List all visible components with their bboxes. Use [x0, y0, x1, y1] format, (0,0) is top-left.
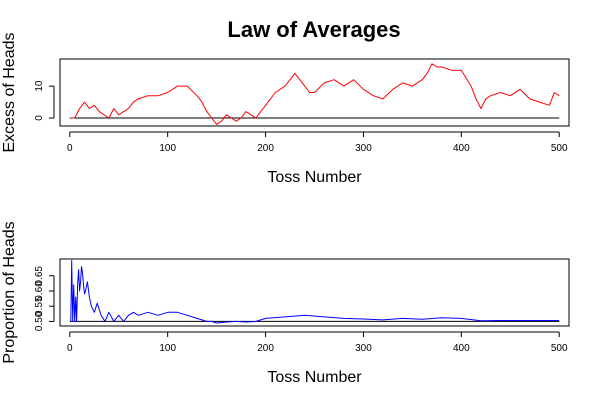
x-tick-label: 100	[159, 143, 176, 154]
x-tick-label: 200	[257, 343, 274, 354]
y-tick-label: 10	[34, 80, 45, 92]
y-tick-label: 0.55	[34, 296, 45, 316]
x-tick-label: 0	[67, 143, 73, 154]
x-tick-label: 400	[453, 343, 470, 354]
x-axis-title: Toss Number	[267, 369, 362, 386]
x-tick-label: 0	[67, 343, 73, 354]
x-tick-label: 400	[453, 143, 470, 154]
x-tick-label: 500	[551, 343, 568, 354]
y-tick-label: 0.60	[34, 281, 45, 301]
series-line-0	[70, 260, 560, 324]
x-tick-label: 500	[551, 143, 568, 154]
proportion-of-heads-panel: 0 100 200 300 400 500 0.500.550.600.65 Toss Num…	[1, 221, 570, 386]
figure-title: Law of Averages	[227, 17, 400, 42]
x-tick-label: 200	[257, 143, 274, 154]
series-line-0	[70, 63, 560, 125]
y-axis-title: Proportion of Heads	[1, 221, 18, 363]
y-axis-title: Excess of Heads	[1, 32, 18, 152]
y-tick-label: 0	[34, 115, 45, 121]
excess-of-heads-panel: 0 100 200 300 400 500 0 10 Toss Number Excess of …	[1, 32, 570, 186]
x-axis-title: Toss Number	[267, 169, 362, 186]
x-tick-label: 300	[355, 143, 372, 154]
x-tick-label: 300	[355, 343, 372, 354]
y-tick-label: 0.50	[34, 311, 45, 331]
plot-frame	[59, 58, 570, 127]
plot-frame	[59, 258, 570, 327]
y-tick-label: 0.65	[34, 266, 45, 286]
x-tick-label: 100	[159, 343, 176, 354]
